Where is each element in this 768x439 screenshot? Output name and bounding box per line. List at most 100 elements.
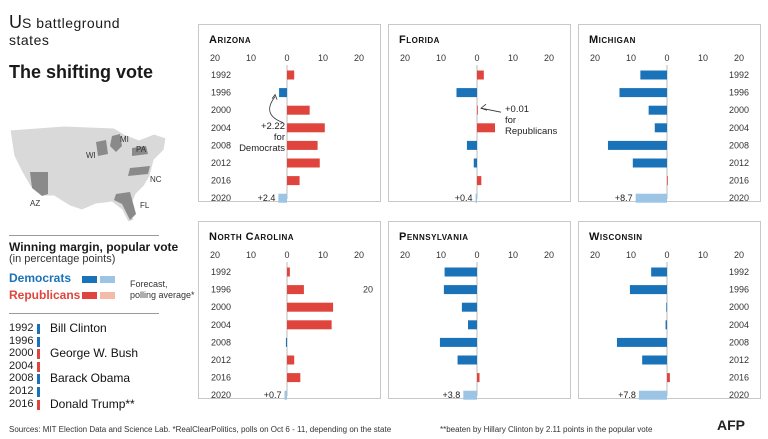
year-label: 1996 (211, 88, 231, 98)
tick-label: 0 (664, 53, 669, 63)
tick-label: 20 (734, 53, 744, 63)
chart-panel-arizona: Arizona 20 10 0 10 20 1992 1996 2000 2004 2008 2012… (198, 24, 381, 203)
page-title: US battleground states (9, 12, 121, 48)
year-label: 2008 (729, 140, 749, 150)
state-arizona (30, 172, 48, 196)
chart-panel-florida: Florida 20 10 0 10 20 +0.4 +0.01 for Republicans (388, 24, 571, 203)
tick-label: 10 (508, 53, 518, 63)
annotation-arrowhead (271, 93, 278, 100)
state-pennsylvania (132, 146, 148, 156)
data-bar (477, 105, 478, 115)
year-label: 2020 (211, 193, 231, 203)
chart-panel-michigan: Michigan 20 10 0 10 20 1992 1996 2000 2004 2008 201… (578, 24, 761, 203)
tick-label: 10 (698, 53, 708, 63)
year-label: 2000 (729, 302, 749, 312)
forecast-bar (638, 390, 667, 400)
tick-label: 10 (698, 250, 708, 260)
president-year: 1992 (9, 322, 34, 334)
data-bar (287, 158, 320, 168)
chart-title: Wisconsin (589, 231, 643, 243)
forecast-label: +0.4 (455, 193, 473, 203)
state-north-carolina (128, 166, 150, 176)
tick-label: 20 (590, 53, 600, 63)
legend-democrats: Democrats (9, 271, 72, 285)
data-bar (287, 373, 301, 383)
data-bar (287, 140, 318, 150)
forecast-label: +2.4 (258, 193, 276, 203)
legend-divider-bottom (9, 313, 159, 314)
data-bar (461, 302, 477, 312)
extra-label: 20 (363, 285, 373, 295)
map-label-az: AZ (30, 199, 40, 208)
data-bar (640, 70, 667, 80)
legend-swatch-rep (82, 292, 97, 299)
year-label: 2016 (729, 373, 749, 383)
president-year: 2004 (9, 359, 34, 372)
data-bar (456, 88, 477, 98)
president-name: George W. Bush (50, 346, 139, 361)
annotation-text: +0.01 (505, 104, 529, 115)
tick-label: 10 (436, 250, 446, 260)
year-label: 2012 (729, 355, 749, 365)
year-label: 1992 (729, 267, 749, 277)
chart-svg: Michigan 20 10 0 10 20 1992 1996 2000 2004 2008 201… (589, 34, 749, 203)
annotation-arrow (480, 107, 502, 113)
tick-label: 0 (284, 250, 289, 260)
year-label: 2012 (211, 355, 231, 365)
state-florida (114, 192, 136, 220)
chart-title: North Carolina (209, 231, 294, 243)
data-bar (279, 88, 287, 98)
annotation-text: for (274, 132, 285, 143)
annotation-text: Democrats (239, 143, 285, 154)
data-bar (287, 105, 310, 115)
tick-label: 20 (590, 250, 600, 260)
year-label: 2020 (729, 390, 749, 400)
president-party-marker (37, 399, 40, 410)
president-party-marker (37, 387, 40, 397)
tick-label: 10 (508, 250, 518, 260)
annotation-text: +2.22 (261, 121, 285, 132)
data-bar (648, 105, 667, 115)
chart-svg: Wisconsin 20 10 0 10 20 1992 1996 2000 2004 2008 20… (589, 231, 749, 400)
tick-label: 20 (210, 53, 220, 63)
data-bar (287, 302, 334, 312)
year-label: 2016 (211, 373, 231, 383)
data-bar (287, 320, 332, 330)
tick-label: 0 (474, 250, 479, 260)
year-label: 1996 (729, 88, 749, 98)
data-bar (444, 267, 477, 277)
tick-label: 20 (734, 250, 744, 260)
president-year: 1996 (9, 334, 34, 347)
year-label: 1996 (211, 285, 231, 295)
forecast-bar (635, 193, 667, 203)
tick-label: 10 (436, 53, 446, 63)
year-label: 2004 (729, 320, 749, 330)
chart-title: Pennsylvania (399, 231, 469, 243)
forecast-bar (278, 193, 287, 203)
tick-label: 0 (664, 250, 669, 260)
data-bar (642, 355, 667, 365)
data-bar (287, 355, 295, 365)
president-year: 2008 (9, 372, 34, 385)
forecast-label: +8.7 (615, 193, 633, 203)
tick-label: 10 (246, 250, 256, 260)
year-label: 2000 (729, 105, 749, 115)
year-label: 1992 (211, 70, 231, 80)
president-name: Bill Clinton (50, 321, 107, 335)
tick-label: 10 (318, 250, 328, 260)
legend-divider-top (9, 235, 159, 236)
chart-svg: Arizona 20 10 0 10 20 1992 1996 2000 2004 2008 2012… (209, 34, 364, 203)
tick-label: 0 (474, 53, 479, 63)
us-map: MI WI PA NC AZ FL (4, 120, 184, 225)
forecast-label: +3.8 (443, 390, 461, 400)
legend-swatch-rep-forecast (100, 292, 115, 299)
year-label: 2016 (211, 176, 231, 186)
data-bar (667, 373, 670, 383)
tick-label: 0 (284, 53, 289, 63)
data-bar (654, 123, 667, 133)
chart-panel-pennsylvania: Pennsylvania 20 10 0 10 20 +3.8 (388, 221, 571, 400)
footnote: **beaten by Hillary Clinton by 2.11 poin… (440, 425, 653, 434)
state-michigan (110, 134, 122, 152)
forecast-bar (475, 193, 477, 203)
sources-note: Sources: MIT Election Data and Science L… (9, 425, 392, 434)
